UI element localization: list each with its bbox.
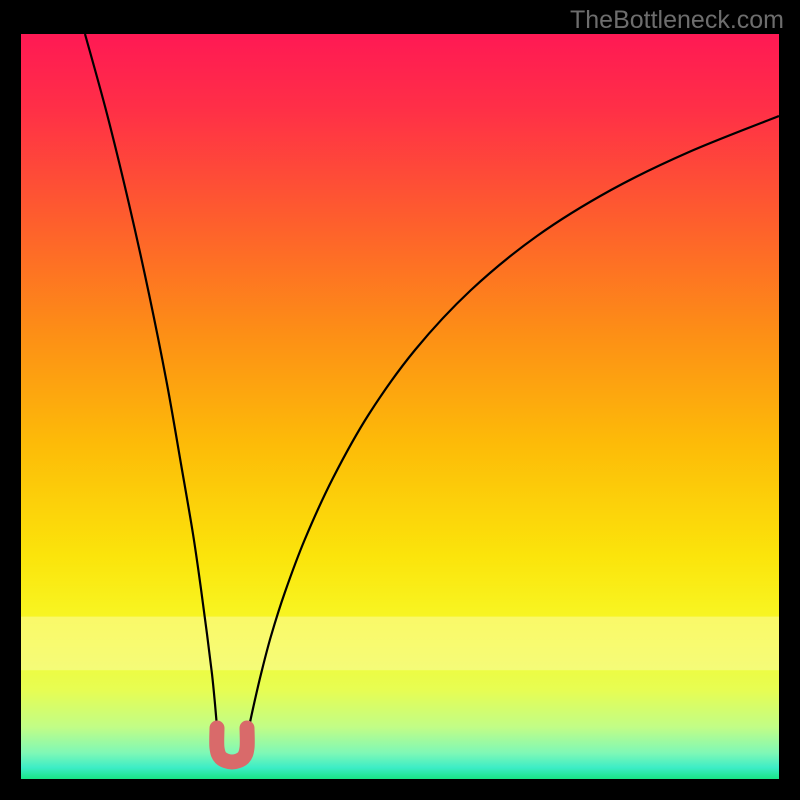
overlay-band — [21, 617, 779, 671]
bottleneck-chart — [0, 0, 800, 800]
chart-outer-frame: TheBottleneck.com — [0, 0, 800, 800]
watermark-text: TheBottleneck.com — [570, 6, 784, 35]
